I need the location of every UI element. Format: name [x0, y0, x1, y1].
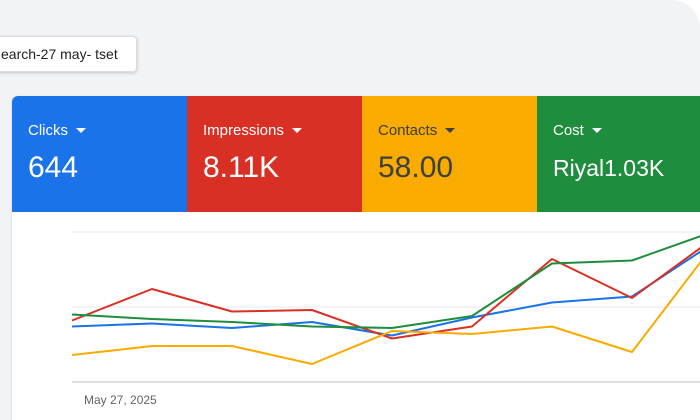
- metric-value: 644: [28, 151, 79, 184]
- metric-card-impressions[interactable]: Impressions 8.11K: [187, 96, 362, 212]
- series-line: [71, 235, 700, 329]
- metric-card-contacts[interactable]: Contacts 58.00: [362, 96, 537, 212]
- dropdown-caret-icon: [291, 128, 302, 133]
- metric-label: Impressions: [203, 122, 284, 139]
- metric-cards: Clicks 644 Impressions 8.11K Contacts 58…: [12, 96, 700, 212]
- metric-card-clicks[interactable]: Clicks 644: [12, 96, 187, 212]
- metric-value: 58.00: [378, 151, 454, 184]
- campaign-selector[interactable]: earch-27 may- tset: [0, 36, 137, 72]
- dropdown-caret-icon: [76, 128, 86, 133]
- dropdown-caret-icon: [445, 128, 456, 133]
- x-tick-label: May 27, 2025: [84, 393, 157, 407]
- line-chart: May 27, 2025: [71, 231, 700, 407]
- performance-panel: Clicks 644 Impressions 8.11K Contacts 58…: [12, 96, 700, 420]
- chart-series: [71, 235, 700, 365]
- series-line: [71, 250, 700, 337]
- campaign-label: earch-27 may- tset: [1, 46, 118, 62]
- metric-value: 8.11K: [203, 151, 280, 184]
- dropdown-caret-icon: [591, 128, 602, 133]
- metric-value: Riyal1.03K: [553, 155, 665, 181]
- metric-label: Cost: [553, 122, 584, 139]
- series-line: [71, 261, 700, 365]
- chart-gridlines: [72, 231, 700, 383]
- series-line: [71, 247, 700, 340]
- metric-label: Clicks: [28, 122, 68, 139]
- performance-chart: May 27, 2025: [12, 212, 700, 420]
- metric-label: Contacts: [378, 122, 438, 139]
- metric-card-cost[interactable]: Cost Riyal1.03K: [537, 96, 700, 212]
